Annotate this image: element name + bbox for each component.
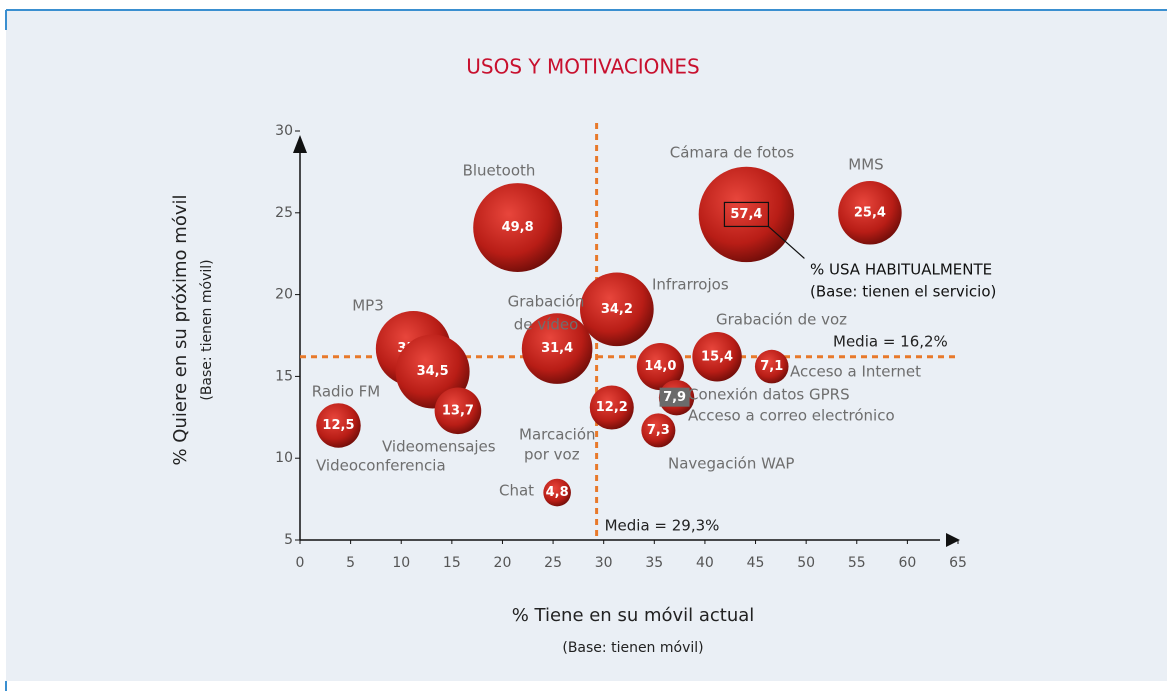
x-tick-label: 60 [898,555,916,571]
x-tick-label: 50 [797,555,815,571]
x-tick-label: 25 [544,555,562,571]
bubble [641,413,676,448]
x-tick-label: 5 [346,555,355,571]
x-tick-label: 10 [392,555,410,571]
bubble-label: Cámara de fotos [670,144,795,162]
bubble-label: Acceso a correo electrónico [688,407,895,425]
y-tick-label: 5 [284,532,293,548]
value-label: 12,5 [322,418,354,433]
x-tick-label: 65 [949,555,967,571]
bubble-label: Grabación [508,293,585,311]
bubble-label: Acceso a Internet [790,363,921,381]
x-tick-label: 15 [443,555,461,571]
legend-subtitle: (Base: tienen el servicio) [810,283,996,301]
y-tick-label: 30 [275,123,293,139]
x-tick-label: 55 [848,555,866,571]
value-label: 12,2 [596,400,628,415]
value-label: 34,5 [417,364,449,379]
value-label: 57,4 [730,207,762,222]
y-axis-sublabel: (Base: tienen móvil) [199,259,215,400]
value-label: 15,4 [701,349,733,364]
bubble-label: Grabación de voz [716,311,847,329]
value-label: 13,7 [442,403,474,418]
bubble-label: Marcación [519,426,596,444]
bubble-label: Radio FM [312,383,381,401]
chart-title: USOS Y MOTIVACIONES [466,55,699,79]
y-tick-label: 20 [275,287,293,303]
bubble-label: Videomensajes [382,438,496,456]
x-tick-label: 45 [747,555,765,571]
value-label: 31,4 [541,341,573,356]
y-axis-label: % Quiere en su próximo móvil [170,194,191,465]
x-axis-sublabel: (Base: tienen móvil) [562,640,703,656]
bubble-label: Navegación WAP [668,455,794,473]
value-label: 7,3 [647,423,670,438]
bubble [692,332,742,382]
value-label-box [659,387,690,407]
y-tick-label: 25 [275,205,293,221]
bubble [589,385,634,430]
leader-line [768,225,805,259]
bubble [521,313,593,384]
bubble [434,387,482,435]
bubble [698,166,795,263]
bubble-label: Videoconferencia [316,457,446,475]
value-label: 4,8 [546,485,569,500]
x-tick-label: 0 [296,555,305,571]
x-tick-label: 20 [494,555,512,571]
bubble [473,183,563,272]
bubble-label: por voz [524,446,580,464]
value-label: 25,4 [854,205,886,220]
value-label: 14,0 [644,359,676,374]
mean-x-label: Media = 29,3% [605,517,720,535]
x-arrow [946,533,960,547]
y-tick-label: 10 [275,450,293,466]
y-tick-label: 15 [275,368,293,384]
bubble [580,272,654,347]
value-label: 7,9 [663,390,686,405]
x-tick-label: 35 [645,555,663,571]
bubble [838,181,902,245]
bubble [316,403,361,448]
bubble [636,343,684,391]
bubble-label: MP3 [352,297,384,315]
value-label-box [723,201,770,228]
bubble-label: Conexión datos GPRS [688,386,850,404]
x-axis-label: % Tiene en su móvil actual [512,605,755,626]
bubble-label: Bluetooth [463,162,536,180]
legend-title: % USA HABITUALMENTE [810,261,992,279]
value-label: 49,8 [502,220,534,235]
value-label: 34,2 [601,302,633,317]
bubble [754,349,789,384]
bubble-label: MMS [848,156,883,174]
bubble [543,478,571,507]
value-label: 7,1 [760,359,783,374]
x-tick-label: 40 [696,555,714,571]
mean-y-label: Media = 16,2% [833,332,948,350]
bubble-label: Chat [499,482,534,500]
y-arrow [293,135,307,153]
bubble-label: de vídeo [514,316,579,334]
x-tick-label: 30 [595,555,613,571]
bubble-label: Infrarrojos [652,276,729,294]
